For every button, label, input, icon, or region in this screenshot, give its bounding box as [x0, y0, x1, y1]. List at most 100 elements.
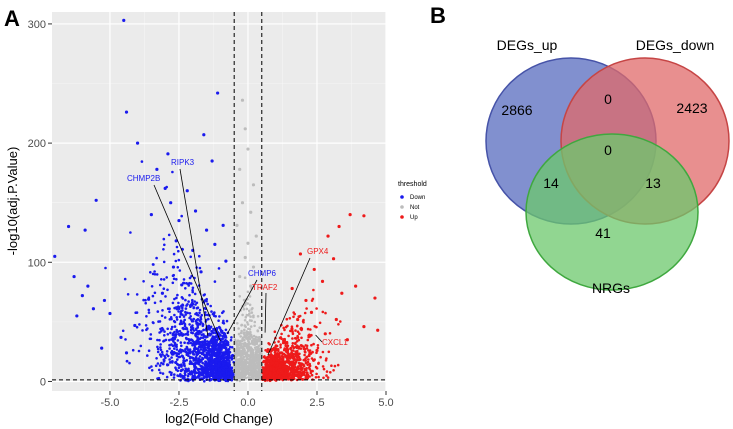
not-data-point: [240, 98, 245, 102]
down-point: [199, 360, 203, 363]
down-point: [185, 370, 188, 373]
down-point: [173, 347, 176, 350]
down-point: [222, 366, 226, 369]
down-point: [209, 348, 212, 351]
down-data-point: [163, 186, 167, 190]
not-data-point: [238, 274, 242, 279]
venn-count-up-down: 0: [604, 91, 612, 107]
not-point: [253, 366, 256, 369]
down-point: [198, 311, 201, 315]
not-point: [257, 347, 261, 350]
down-point: [172, 319, 176, 323]
not-point: [234, 340, 238, 344]
down-data-point: [213, 242, 217, 247]
not-point: [249, 355, 252, 358]
up-point: [317, 375, 320, 379]
down-point: [184, 310, 187, 314]
up-point: [284, 372, 288, 375]
down-point: [124, 338, 127, 341]
down-point: [158, 331, 161, 334]
up-point: [315, 372, 318, 376]
down-point: [162, 248, 165, 251]
down-point: [221, 344, 225, 348]
down-point: [172, 376, 176, 379]
down-point: [197, 314, 200, 317]
not-point: [246, 302, 249, 305]
down-point: [213, 348, 216, 351]
down-point: [222, 310, 225, 313]
up-data-point: [354, 284, 358, 288]
gene-annotations: RIPK3 CHMP2B CHMP6 TRAF2 GPX4 CXCL1: [127, 158, 348, 356]
down-point: [182, 321, 186, 325]
up-data-point: [337, 224, 341, 229]
down-point: [201, 324, 205, 328]
down-point: [210, 341, 214, 345]
venn-set-nrgs: [525, 133, 699, 291]
up-point: [272, 369, 275, 372]
down-data-point: [80, 294, 84, 298]
up-point: [276, 364, 279, 367]
down-point: [215, 326, 219, 330]
down-point: [166, 354, 170, 358]
down-point: [224, 328, 228, 332]
up-point: [310, 357, 314, 360]
not-point: [248, 359, 252, 362]
down-data-point: [108, 311, 112, 316]
down-point: [205, 373, 208, 376]
down-point: [181, 297, 185, 300]
up-point: [321, 310, 325, 314]
down-point: [159, 343, 162, 346]
not-data-point: [240, 201, 245, 205]
down-point: [128, 361, 131, 365]
down-point: [209, 325, 213, 329]
not-data-point: [254, 234, 258, 238]
up-data-point: [362, 214, 366, 218]
down-point: [179, 312, 183, 316]
up-point: [296, 351, 299, 355]
down-point: [197, 372, 201, 376]
not-point: [249, 330, 252, 334]
y-tick-label: 100: [28, 257, 46, 269]
up-point: [316, 346, 320, 350]
down-point: [163, 316, 167, 319]
annotation-leader-line: [179, 168, 209, 337]
up-point: [262, 377, 265, 380]
up-point: [308, 367, 312, 371]
up-point: [336, 363, 340, 367]
down-point: [159, 348, 163, 352]
not-point: [258, 367, 261, 370]
down-point: [165, 375, 169, 379]
up-point: [298, 377, 301, 380]
down-point: [188, 355, 192, 359]
up-point: [306, 327, 310, 331]
down-point: [177, 301, 180, 305]
up-data-point: [296, 317, 300, 322]
down-data-point: [224, 259, 228, 263]
down-point: [156, 338, 159, 342]
not-point: [251, 307, 254, 310]
down-point: [160, 350, 164, 354]
down-point: [186, 374, 190, 378]
not-point: [235, 360, 238, 363]
venn-count-all-three: 0: [604, 142, 612, 158]
up-point: [315, 351, 318, 355]
up-point: [266, 371, 269, 375]
up-point: [291, 342, 295, 345]
down-point: [181, 309, 184, 312]
down-data-point: [160, 291, 165, 295]
down-point: [180, 214, 183, 218]
up-data-point: [331, 257, 336, 261]
down-point: [207, 359, 211, 362]
down-data-point: [185, 189, 189, 193]
down-point: [161, 372, 165, 375]
down-point: [192, 329, 196, 332]
down-point: [186, 311, 189, 315]
down-point: [175, 307, 179, 311]
down-point: [174, 335, 177, 339]
not-point: [257, 370, 261, 374]
down-point: [184, 350, 187, 354]
down-point: [223, 353, 226, 357]
down-point: [162, 237, 166, 241]
down-point: [174, 344, 177, 348]
down-point: [228, 359, 231, 363]
